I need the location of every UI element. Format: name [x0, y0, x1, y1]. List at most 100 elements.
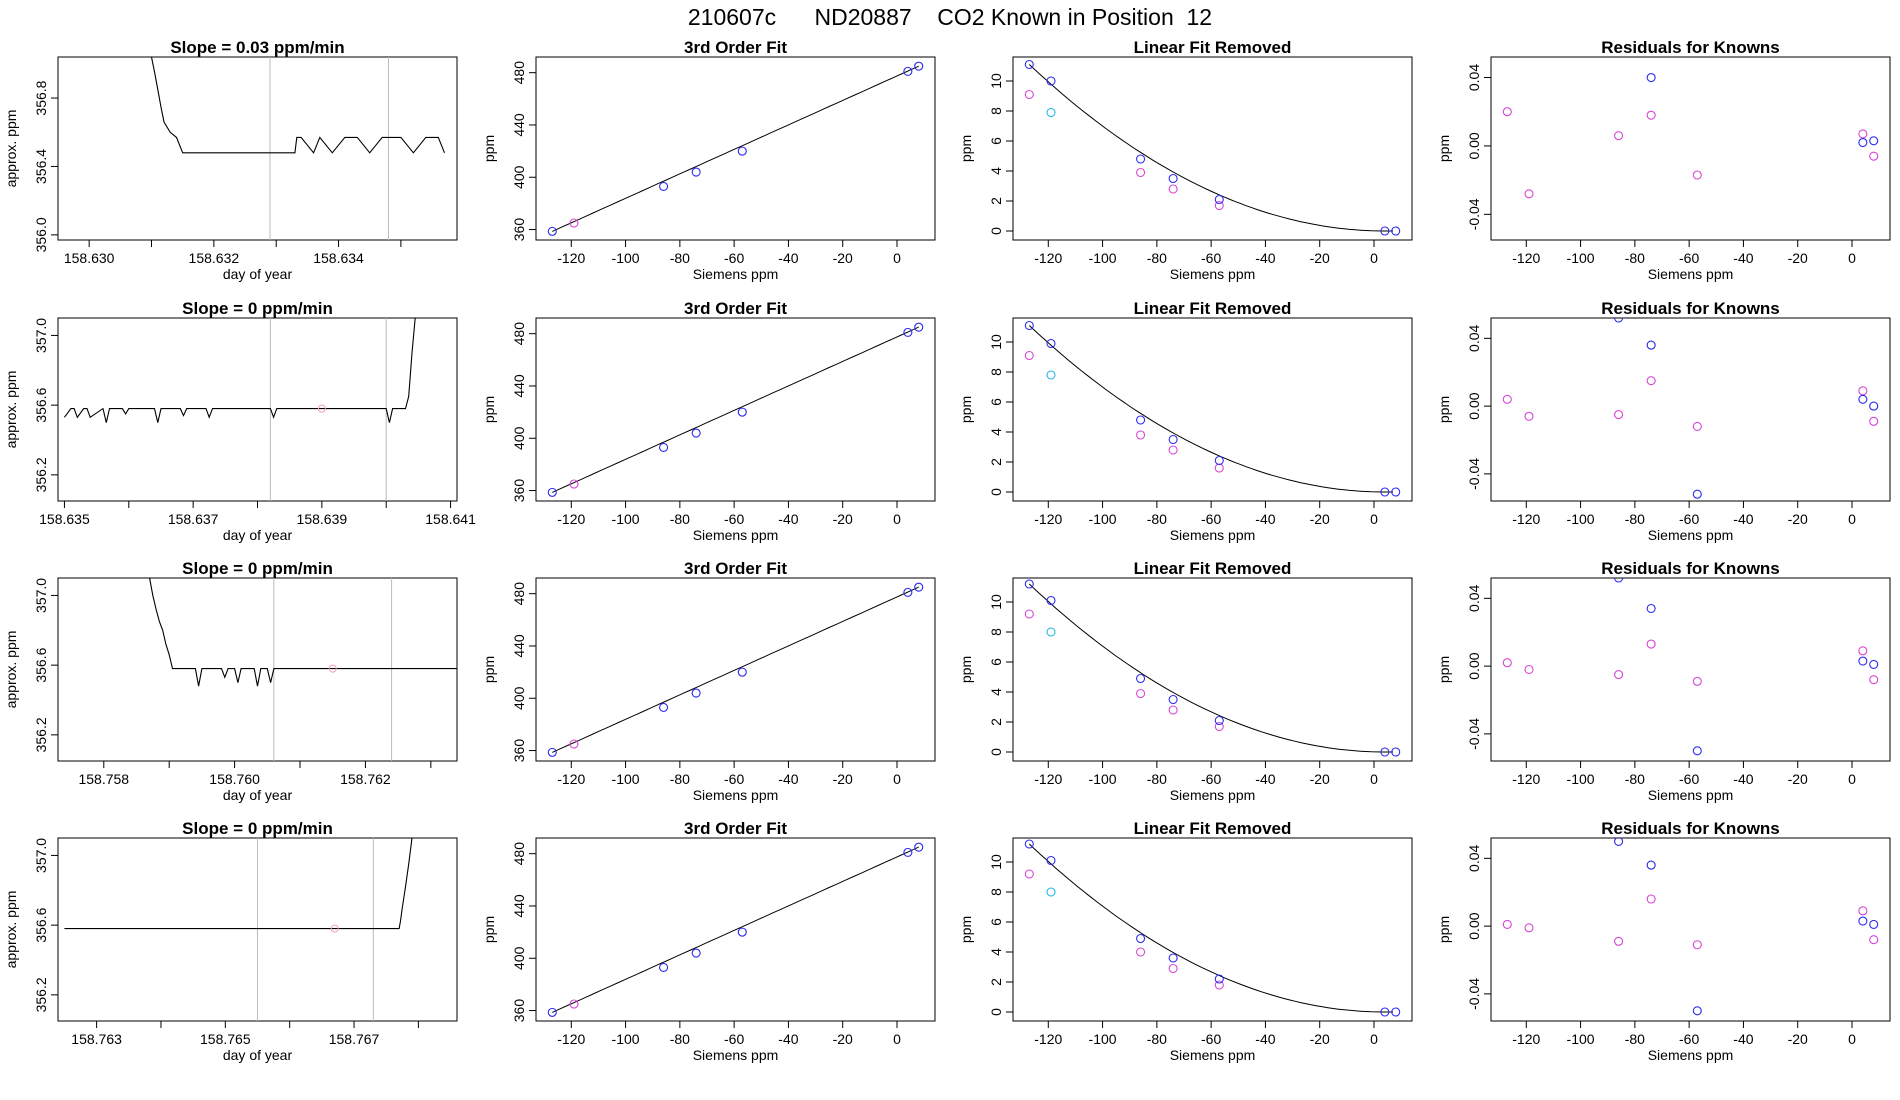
y-axis-label: ppm: [958, 396, 974, 423]
point-magenta: [569, 999, 579, 1009]
point-magenta: [1214, 200, 1224, 211]
y-axis-label: approx. ppm: [3, 631, 19, 709]
x-axis-label: Siemens ppm: [1170, 787, 1256, 803]
y-tick-label: 360: [511, 218, 527, 242]
panel-title: 3rd Order Fit: [684, 299, 787, 318]
panel-title: Residuals for Knowns: [1601, 819, 1780, 838]
point-magenta: [569, 739, 579, 749]
point-blue: [1391, 747, 1401, 757]
point-magenta: [1869, 416, 1879, 426]
y-tick-label: 6: [988, 918, 1004, 926]
panel-title: Linear Fit Removed: [1134, 299, 1292, 318]
x-tick-label: -100: [612, 250, 640, 266]
x-axis-label: Siemens ppm: [1648, 1047, 1734, 1063]
point-blue: [1858, 394, 1868, 404]
plot-frame: [1012, 56, 1413, 241]
y-tick-label: 360: [511, 739, 527, 763]
x-tick-label: -20: [833, 250, 853, 266]
y-tick-label: 357.0: [33, 838, 49, 873]
y-tick-label: 6: [988, 398, 1004, 406]
y-tick-label: 480: [511, 842, 527, 866]
x-tick-label: -120: [1034, 250, 1062, 266]
y-axis-label: ppm: [958, 656, 974, 683]
x-tick-label: -120: [557, 511, 585, 527]
x-tick-label: -120: [1512, 511, 1540, 527]
x-tick-label: -40: [1255, 771, 1275, 787]
point-blue: [1614, 578, 1624, 583]
y-tick-label: 4: [988, 428, 1004, 436]
point-blue: [547, 487, 557, 497]
y-tick-label: 356.4: [33, 149, 49, 184]
plot-area: [1502, 72, 1879, 199]
y-tick-label: 440: [511, 374, 527, 398]
x-tick-label: -80: [1147, 771, 1167, 787]
x-tick-label: -60: [724, 771, 744, 787]
point-magenta: [1614, 936, 1624, 946]
x-tick-label: -100: [1089, 771, 1117, 787]
point-magenta: [1168, 445, 1178, 455]
x-tick-label: -100: [612, 771, 640, 787]
plot-frame: [1490, 56, 1891, 241]
x-tick-label: 158.630: [64, 250, 115, 266]
panel-3-3: Residuals for Knowns -120 -100 -80 -60 -40 -20…: [1436, 819, 1891, 1063]
point-blue: [1024, 320, 1034, 331]
y-tick-label: 0.00: [1466, 652, 1482, 679]
y-tick-label: 356.6: [33, 907, 49, 942]
point-magenta: [1692, 170, 1702, 180]
x-tick-label: 158.637: [168, 511, 219, 527]
plot-frame: [1490, 837, 1891, 1022]
point-blue: [1024, 839, 1034, 849]
point-blue: [737, 927, 747, 937]
panel-title: Slope = 0.03 ppm/min: [170, 38, 344, 57]
x-tick-label: -120: [1512, 771, 1540, 787]
x-tick-label: -100: [1089, 250, 1117, 266]
x-tick-label: 0: [1848, 771, 1856, 787]
plot-frame: [535, 577, 936, 762]
y-tick-label: 356.2: [33, 977, 49, 1012]
point-cyan: [1046, 107, 1056, 118]
panel-1-3: Residuals for Knowns -120 -100 -80 -60 -40 -20…: [1436, 299, 1891, 543]
x-tick-label: -20: [1310, 771, 1330, 787]
y-tick-label: 400: [511, 426, 527, 450]
plot-area: [64, 838, 413, 1021]
point-blue: [1869, 401, 1879, 411]
point-blue: [1646, 860, 1656, 870]
panel-2-1: 3rd Order Fit -120 -100 -80 -60 -40 -20 0 360 400…: [481, 559, 936, 803]
x-tick-label: -20: [1788, 511, 1808, 527]
point-magenta: [1024, 89, 1034, 100]
x-tick-label: 158.767: [329, 1031, 380, 1047]
x-tick-label: -120: [557, 1031, 585, 1047]
point-blue: [1614, 318, 1624, 323]
x-tick-label: -60: [724, 511, 744, 527]
x-tick-label: -100: [1089, 511, 1117, 527]
panel-0-1: 3rd Order Fit -120 -100 -80 -60 -40 -20 0 360 400…: [481, 38, 936, 282]
y-tick-label: 6: [988, 137, 1004, 145]
x-tick-label: 0: [1370, 771, 1378, 787]
x-tick-label: -120: [1512, 1031, 1540, 1047]
point-magenta: [1646, 110, 1656, 120]
y-tick-label: 10: [988, 73, 1004, 89]
point-blue: [737, 407, 747, 417]
point-blue: [1858, 916, 1868, 926]
plot-frame: [1012, 577, 1413, 762]
point-blue: [1869, 136, 1879, 146]
x-axis-label: day of year: [223, 266, 293, 282]
data-series-line: [150, 57, 446, 154]
y-tick-label: 356.6: [33, 387, 49, 422]
marker-point: [317, 404, 326, 413]
point-blue: [1046, 338, 1056, 349]
panel-title: Linear Fit Removed: [1134, 38, 1292, 57]
x-tick-label: 158.634: [313, 250, 364, 266]
y-tick-label: 4: [988, 948, 1004, 956]
point-blue: [1380, 226, 1390, 236]
x-tick-label: -20: [833, 771, 853, 787]
y-tick-label: 4: [988, 167, 1004, 175]
x-axis-label: Siemens ppm: [1170, 1047, 1256, 1063]
x-tick-label: 0: [1848, 511, 1856, 527]
point-magenta: [1858, 906, 1868, 916]
point-blue: [914, 582, 924, 592]
panel-0-3: Residuals for Knowns -120 -100 -80 -60 -40 -20…: [1436, 38, 1891, 282]
point-blue: [1136, 673, 1146, 684]
x-tick-label: -60: [1201, 1031, 1221, 1047]
point-blue: [659, 962, 669, 972]
